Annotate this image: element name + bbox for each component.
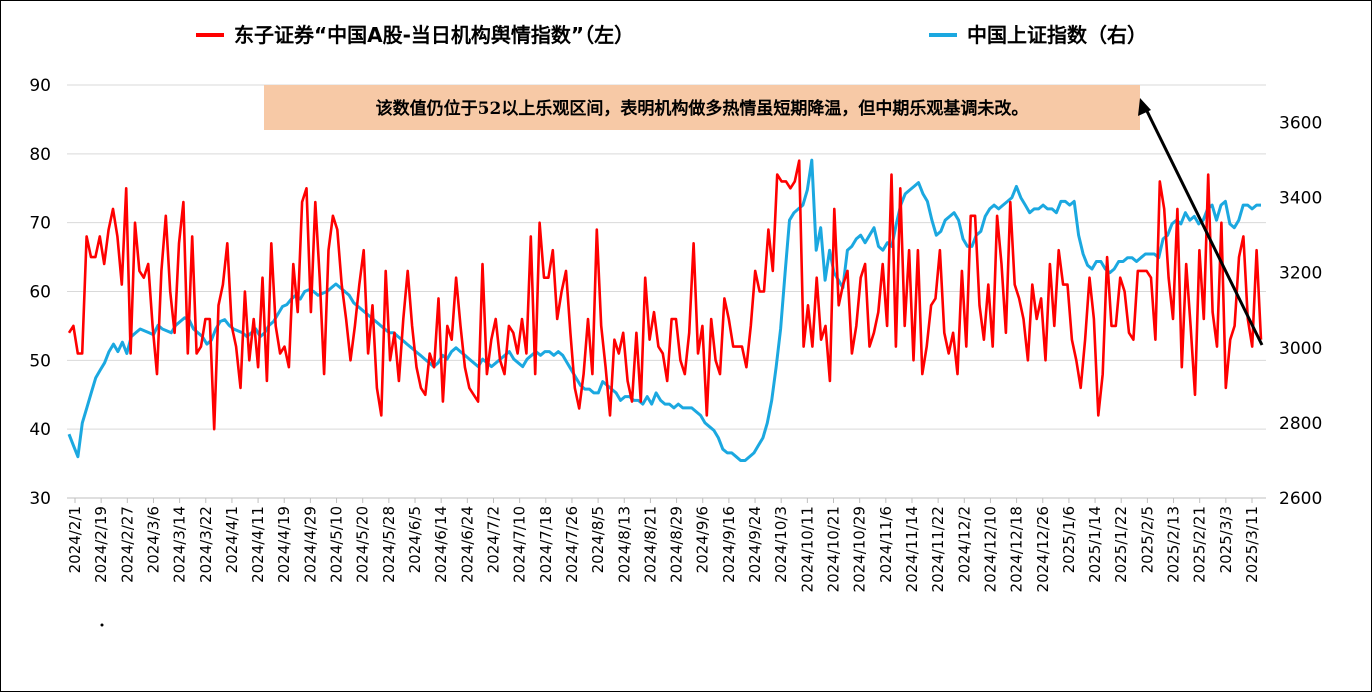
x-tick-label: 2025/1/14 [1086,506,1104,583]
x-tick-label: 2024/12/10 [981,506,999,592]
annotation: 该数值仍位于52以上乐观区间，表明机构做多热情虽短期降温，但中期乐观基调未改。 [100,85,1264,627]
x-tick-label: 2024/5/28 [380,506,398,583]
x-tick-label: 2024/5/20 [354,506,372,583]
left-y-tick-label: 40 [29,420,51,440]
x-tick-label: 2024/8/5 [589,506,607,573]
left-y-axis: 30 40 50 60 70 80 90 [29,76,51,509]
x-tick-label: 2024/12/2 [955,506,973,583]
x-tick-label: 2024/9/6 [694,506,712,573]
series-lines [67,158,1263,462]
x-tick-label: 2024/7/26 [563,506,581,583]
left-y-tick-label: 80 [29,145,51,165]
x-tick-label: 2025/2/5 [1138,506,1156,573]
x-tick-label: 2025/3/3 [1217,506,1235,573]
x-tick-label: 2024/11/6 [877,506,895,583]
x-tick-label: 2024/12/18 [1008,506,1026,592]
x-tick-label: 2024/4/29 [301,506,319,583]
x-tick-label: 2024/2/1 [66,506,84,573]
left-y-tick-label: 60 [29,283,51,303]
x-axis: 2024/2/1 2024/2/19 2024/2/27 2024/3/6 2024/3… [66,498,1261,592]
x-tick-label: 2024/11/22 [929,506,947,592]
right-y-tick-label: 3400 [1279,189,1322,209]
sentiment-index-line [67,159,1263,431]
x-tick-label: 2024/12/26 [1034,506,1052,592]
x-tick-label: 2024/7/2 [484,506,502,573]
x-tick-label: 2025/3/11 [1243,506,1261,583]
legend: 东子证券“中国A股-当日机构舆情指数”（左） 中国上证指数（右） [196,23,1147,47]
x-tick-label: 2025/2/13 [1165,506,1183,583]
x-tick-label: 2024/10/29 [851,506,869,592]
annotation-box [264,85,1140,130]
x-tick-label: 2024/3/22 [197,506,215,583]
legend-label: 中国上证指数（右） [967,23,1147,47]
x-tick-label: 2024/3/6 [144,506,162,573]
x-tick-label: 2024/8/29 [668,506,686,583]
x-tick-label: 2024/11/14 [903,506,921,592]
right-y-tick-label: 2600 [1279,489,1322,509]
x-tick-label: 2024/7/18 [537,506,555,583]
x-tick-label: 2024/3/14 [171,506,189,583]
x-tick-label: 2024/6/5 [406,506,424,573]
x-tick-label: 2024/8/13 [615,506,633,583]
x-tick-label: 2024/9/16 [720,506,738,583]
right-y-tick-label: 3000 [1279,339,1322,359]
x-tick-label: 2024/2/19 [92,506,110,583]
x-tick-label: 2024/6/24 [458,506,476,583]
annotation-arrow-head [1138,98,1151,116]
shanghai-index-line [67,158,1261,462]
x-tick-label: 2025/1/6 [1060,506,1078,573]
x-tick-label: 2024/8/21 [641,506,659,583]
x-tick-label: 2024/5/10 [328,506,346,583]
x-tick-label: 2024/2/27 [118,506,136,583]
x-tick-label: 2024/10/21 [825,506,843,592]
x-tick-label: 2025/1/22 [1112,506,1130,583]
x-tick-label: 2024/10/3 [772,506,790,583]
right-y-tick-label: 3600 [1279,114,1322,134]
legend-label: 东子证券“中国A股-当日机构舆情指数”（左） [234,23,634,47]
x-tick-label: 2024/10/11 [798,506,816,592]
x-tick-label: 2024/9/24 [746,506,764,583]
left-y-tick-label: 50 [29,351,51,371]
x-tick-label: 2024/4/1 [223,506,241,573]
annotation-text: 该数值仍位于52以上乐观区间，表明机构做多热情虽短期降温，但中期乐观基调未改。 [376,98,1029,119]
stray-dot [100,623,104,627]
right-y-axis: 2600 2800 3000 3200 3400 3600 [1279,114,1322,509]
right-y-tick-label: 2800 [1279,414,1322,434]
x-tick-label: 2024/7/10 [511,506,529,583]
left-y-tick-label: 30 [29,489,51,509]
right-y-tick-label: 3200 [1279,264,1322,284]
x-tick-label: 2024/6/14 [432,506,450,583]
x-tick-label: 2024/4/11 [249,506,267,583]
left-y-tick-label: 70 [29,214,51,234]
annotation-arrow-line [1142,104,1264,346]
left-y-tick-label: 90 [29,76,51,96]
x-tick-label: 2025/2/21 [1191,506,1209,583]
x-tick-label: 2024/4/19 [275,506,293,583]
gridlines [67,84,1266,499]
